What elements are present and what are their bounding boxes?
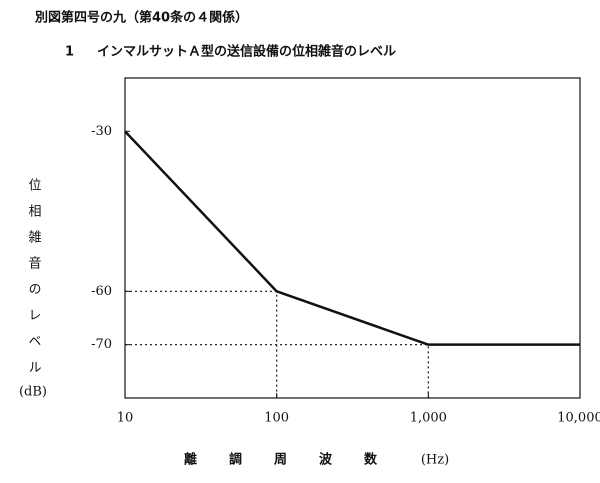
y-tick-label: -70 (91, 337, 112, 352)
y-axis-label: 位相雑音のレベル (26, 178, 42, 386)
y-tick-label: -30 (91, 124, 112, 139)
header: 別図第四号の九（第40条の４関係） (34, 10, 248, 26)
x-tick-label: 1,000 (410, 411, 447, 426)
x-tick-label: 100 (264, 411, 289, 426)
y-tick-label: -60 (91, 284, 112, 299)
data-line (124, 130, 580, 346)
x-axis-unit: (Hz) (421, 453, 449, 468)
chart-title: インマルサットＡ型の送信設備の位相雑音のレベル (97, 44, 396, 60)
drop-line (125, 344, 429, 398)
y-axis-unit: (dB) (19, 385, 47, 400)
plot-frame (124, 77, 581, 399)
x-tick-label: 10,000 (557, 411, 600, 426)
chart-number: 1 (65, 45, 74, 60)
x-axis-label: 離調周波数 (184, 452, 409, 468)
x-tick-label: 10 (117, 411, 134, 426)
